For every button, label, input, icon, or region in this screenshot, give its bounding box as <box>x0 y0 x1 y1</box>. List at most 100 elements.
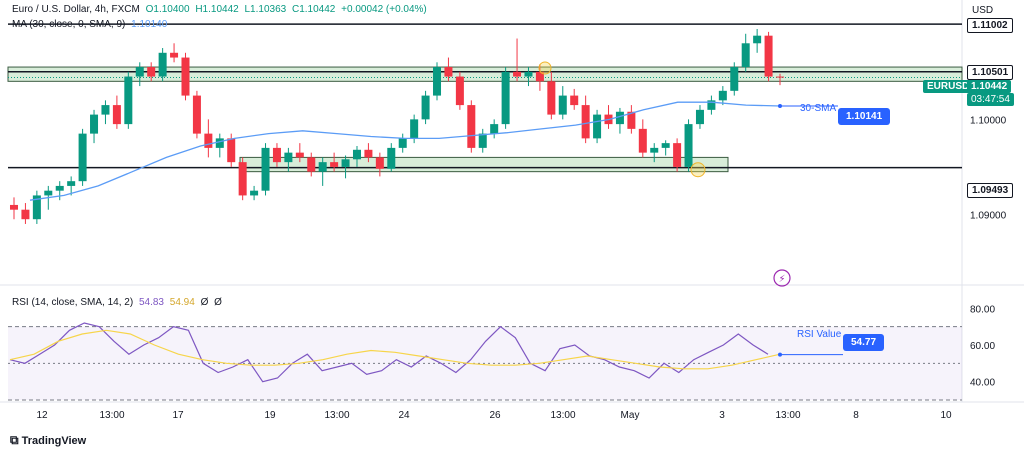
ma-legend[interactable]: MA (30, close, 0, SMA, 9) 1.10140 <box>12 19 170 30</box>
candle-body <box>124 76 133 125</box>
time-tick-label: 13:00 <box>775 410 800 421</box>
candle-body <box>615 111 624 125</box>
alert-icon-ring <box>773 269 791 287</box>
candle-body <box>204 133 213 148</box>
currency-label: USD <box>972 5 994 16</box>
candle-body <box>547 81 556 115</box>
price-tick-label: 1.10000 <box>970 115 1007 126</box>
candle-body <box>398 138 407 148</box>
candle-body <box>307 157 316 172</box>
symbol-price-tag: EURUSD <box>923 80 974 93</box>
ohlc-low: L1.10363 <box>244 4 287 15</box>
level-tag-upper: 1.11002 <box>967 18 1013 33</box>
candle-body <box>718 90 727 101</box>
highlight-circle-top <box>538 61 552 75</box>
rsi-line <box>9 322 769 383</box>
ma-legend-value: 1.10140 <box>131 19 168 30</box>
candle-body <box>44 190 53 196</box>
tradingview-logo[interactable]: ⧉ TradingView <box>10 433 86 448</box>
time-tick-label: 12 <box>36 410 48 421</box>
candle-body <box>170 52 179 58</box>
candle-body <box>661 143 670 148</box>
candle-body <box>375 157 384 169</box>
time-tick-label: 17 <box>172 410 184 421</box>
zone-upper <box>7 66 963 82</box>
candle-body <box>284 152 293 163</box>
candle-body <box>352 149 361 160</box>
candle-body <box>707 100 716 110</box>
tradingview-logo-icon: ⧉ <box>10 433 19 447</box>
candle-body <box>181 57 190 96</box>
ohlc-high: H1.10442 <box>195 4 239 15</box>
candle-body <box>55 185 64 191</box>
candle-body <box>558 95 567 115</box>
candle-body <box>421 95 430 120</box>
sma-line <box>29 101 781 201</box>
candle-body <box>673 143 682 167</box>
rsi-legend[interactable]: RSI (14, close, SMA, 14, 2) 54.83 54.94 … <box>12 297 225 308</box>
candle-body <box>341 159 350 167</box>
last-price-tag: 1.10442 <box>967 80 1012 93</box>
time-tick-label: 24 <box>398 410 410 421</box>
time-tick-label: 19 <box>264 410 276 421</box>
candle-body <box>135 67 144 77</box>
rsi-tick-label: 80.00 <box>970 304 995 315</box>
candle-body <box>513 71 522 77</box>
sma-annotation-value: 1.10141 <box>838 108 891 125</box>
ohlc-close: C1.10442 <box>291 4 336 15</box>
candle-body <box>90 114 99 134</box>
candle-body <box>78 133 87 182</box>
bar-countdown-tag: 03:47:54 <box>967 93 1014 106</box>
time-tick-label: 26 <box>489 410 501 421</box>
candle-body <box>593 114 602 139</box>
time-tick-label: 13:00 <box>550 410 575 421</box>
candle-body <box>467 105 476 148</box>
candle-body <box>101 105 110 115</box>
candle-body <box>581 105 590 139</box>
rsi-legend-extra-2: Ø <box>214 297 222 308</box>
candle-body <box>272 147 281 163</box>
ma-legend-label: MA (30, close, 0, SMA, 9) <box>12 19 126 30</box>
time-tick-label: 13:00 <box>99 410 124 421</box>
candle-body <box>650 147 659 153</box>
candle-body <box>730 67 739 91</box>
rsi-annotation-value: 54.77 <box>843 334 885 351</box>
price-tick-label: 1.09000 <box>970 210 1007 221</box>
candle-body <box>490 124 499 134</box>
candle-body <box>695 109 704 125</box>
candle-body <box>638 128 647 153</box>
candle-body <box>158 52 167 77</box>
candle-body <box>410 119 419 139</box>
candle-body <box>147 67 156 77</box>
time-tick-label: 8 <box>853 410 859 421</box>
candle-body <box>261 147 270 191</box>
ohlc-open: O1.10400 <box>145 4 190 15</box>
rsi-tick-label: 40.00 <box>970 378 995 389</box>
alert-icon: ⚡ <box>778 274 785 285</box>
candle-body <box>318 162 327 172</box>
candle-body <box>227 138 236 163</box>
candle-body <box>478 133 487 148</box>
candle-body <box>330 162 339 167</box>
candle-body <box>67 181 76 186</box>
candle-body <box>684 124 693 167</box>
rsi-ma-legend-value: 54.94 <box>169 297 195 308</box>
sma-annotation-label: 30-SMA <box>800 103 837 114</box>
level-tag-resistance: 1.10501 <box>967 65 1014 80</box>
candle-body <box>215 138 224 148</box>
rsi-legend-label: RSI (14, close, SMA, 14, 2) <box>12 297 134 308</box>
candle-body <box>192 95 201 134</box>
time-tick-label: 3 <box>719 410 725 421</box>
candle-body <box>753 35 762 44</box>
rsi-legend-extra-1: Ø <box>200 297 209 308</box>
rsi-annotation-dot <box>778 352 782 357</box>
level-tag-support: 1.09493 <box>967 183 1014 198</box>
time-tick-label: 13:00 <box>324 410 349 421</box>
symbol-description: Euro / U.S. Dollar, 4h, FXCM <box>12 4 140 15</box>
rsi-legend-value: 54.83 <box>138 297 164 308</box>
candle-body <box>364 149 373 158</box>
ohlc-change: +0.00042 (+0.04%) <box>341 4 427 15</box>
highlight-circle-bottom <box>690 162 706 178</box>
